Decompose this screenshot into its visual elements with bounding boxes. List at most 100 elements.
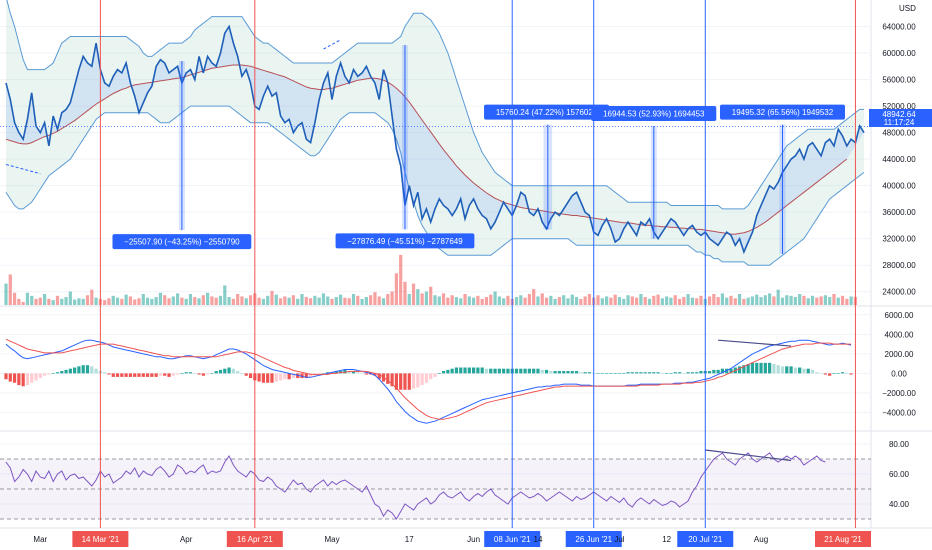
volume-bar [287,297,291,305]
volume-bar [686,294,690,305]
volume-bar [133,299,137,305]
macd-histogram-bar [94,368,98,374]
macd-histogram-bar [424,373,429,383]
range-measurements[interactable]: −25507.90 (−43.25%) −2550790 −27876.49 (−… [112,45,845,254]
volume-bar [798,294,802,305]
volume-bar [463,294,467,305]
volume-bar [21,301,25,305]
price-tick-label: 64000.00 [882,23,916,32]
price-pane[interactable] [0,0,872,266]
volume-bar [626,295,630,305]
rsi-tick-label: 80.00 [889,440,910,449]
time-axis-marker-badge [72,531,129,547]
macd-histogram-bar [21,373,25,387]
rsi-pane[interactable] [0,449,871,520]
price-tick-label: 32000.00 [882,235,916,244]
volume-bar [446,297,450,305]
volume-bar [369,295,373,305]
volume-bar [454,297,459,305]
volume-bar [154,297,158,305]
volume-bar [750,296,755,305]
volume-bar [43,294,47,305]
volume-bar [450,295,454,305]
macd-histogram-bar [540,369,544,374]
rsi-trendline-drawing[interactable] [705,449,792,462]
volume-bar [274,294,278,305]
macd-histogram-bar [729,368,733,374]
macd-histogram-bar [840,372,845,374]
macd-tick-label: 4000.00 [885,330,914,339]
volume-bar [120,298,124,305]
macd-histogram-bar [158,373,163,376]
volume-bar [506,295,510,305]
macd-histogram-bar [283,373,287,380]
volume-bar [613,294,617,305]
volume-bar [184,298,188,305]
volume-bar [223,285,227,305]
macd-histogram-bar [51,373,55,374]
trendline-drawing[interactable] [323,39,341,50]
macd-histogram-bar [523,368,527,374]
macd-histogram-bar [497,368,501,374]
time-axis[interactable]: Mar 14 Mar '21 Apr 16 Apr '21 May 17 Jun 08 Jun… [33,531,871,547]
macd-histogram-bar [596,373,600,374]
macd-histogram-bar [750,362,755,374]
volume-bar [630,296,634,305]
volume-bar [171,296,175,305]
macd-histogram-bar [55,372,60,374]
price-tick-label: 28000.00 [882,261,916,270]
volume-bar [81,298,85,305]
volume-bar [77,298,81,305]
rsi-line[interactable] [5,452,826,520]
macd-histogram-bar [266,373,270,383]
macd-histogram-bar [8,373,12,382]
macd-histogram-bar [768,362,772,374]
range-label-box [335,233,475,249]
volume-bar [231,298,235,305]
macd-trendline-drawing[interactable] [718,339,792,347]
volume-bar [64,297,68,305]
volume-bar [128,296,133,305]
time-axis-marker-label: 16 Apr '21 [237,535,273,544]
macd-histogram-bar [643,372,647,374]
macd-histogram-bar [720,368,725,374]
time-axis-label: May [324,535,339,544]
macd-histogram-bar [12,373,17,383]
macd-histogram-bar [441,371,446,374]
volume-bar [308,298,313,305]
macd-histogram-bar [828,373,832,376]
macd-histogram-bar [227,367,231,374]
macd-histogram-bar [789,366,793,374]
volume-bar [214,297,218,305]
volume-bar [68,291,72,305]
volume-bar [416,289,420,305]
volume-bar [514,297,519,305]
volume-bar [240,296,244,305]
volume-bar [227,297,231,305]
volume-bar [175,293,180,305]
price-tick-label: 56000.00 [882,76,916,85]
trendline-drawing[interactable] [5,163,41,175]
time-axis-marker-label: 20 Jul '21 [688,535,723,544]
volume-bar [334,297,338,305]
volume-bar [502,298,506,305]
macd-histogram-bar [411,373,416,389]
macd-histogram-bar [635,372,639,374]
volume-bar [643,297,647,305]
macd-histogram-bar [785,366,789,374]
macd-histogram-bar [587,372,592,374]
macd-signal-line[interactable] [5,338,852,420]
macd-histogram-bar [111,373,115,377]
macd-histogram-bar [291,373,296,379]
volume-bar [206,292,210,305]
macd-histogram-bar [639,372,643,374]
macd-line[interactable] [5,339,852,424]
volume-bar [424,291,429,305]
volume-bar [707,296,712,305]
macd-histogram-bar [798,367,802,374]
price-axis[interactable]: USD 24000.00 28000.00 32000.00 36000.00 4000… [882,4,916,509]
volume-bar [73,299,77,305]
price-line[interactable] [5,24,865,255]
